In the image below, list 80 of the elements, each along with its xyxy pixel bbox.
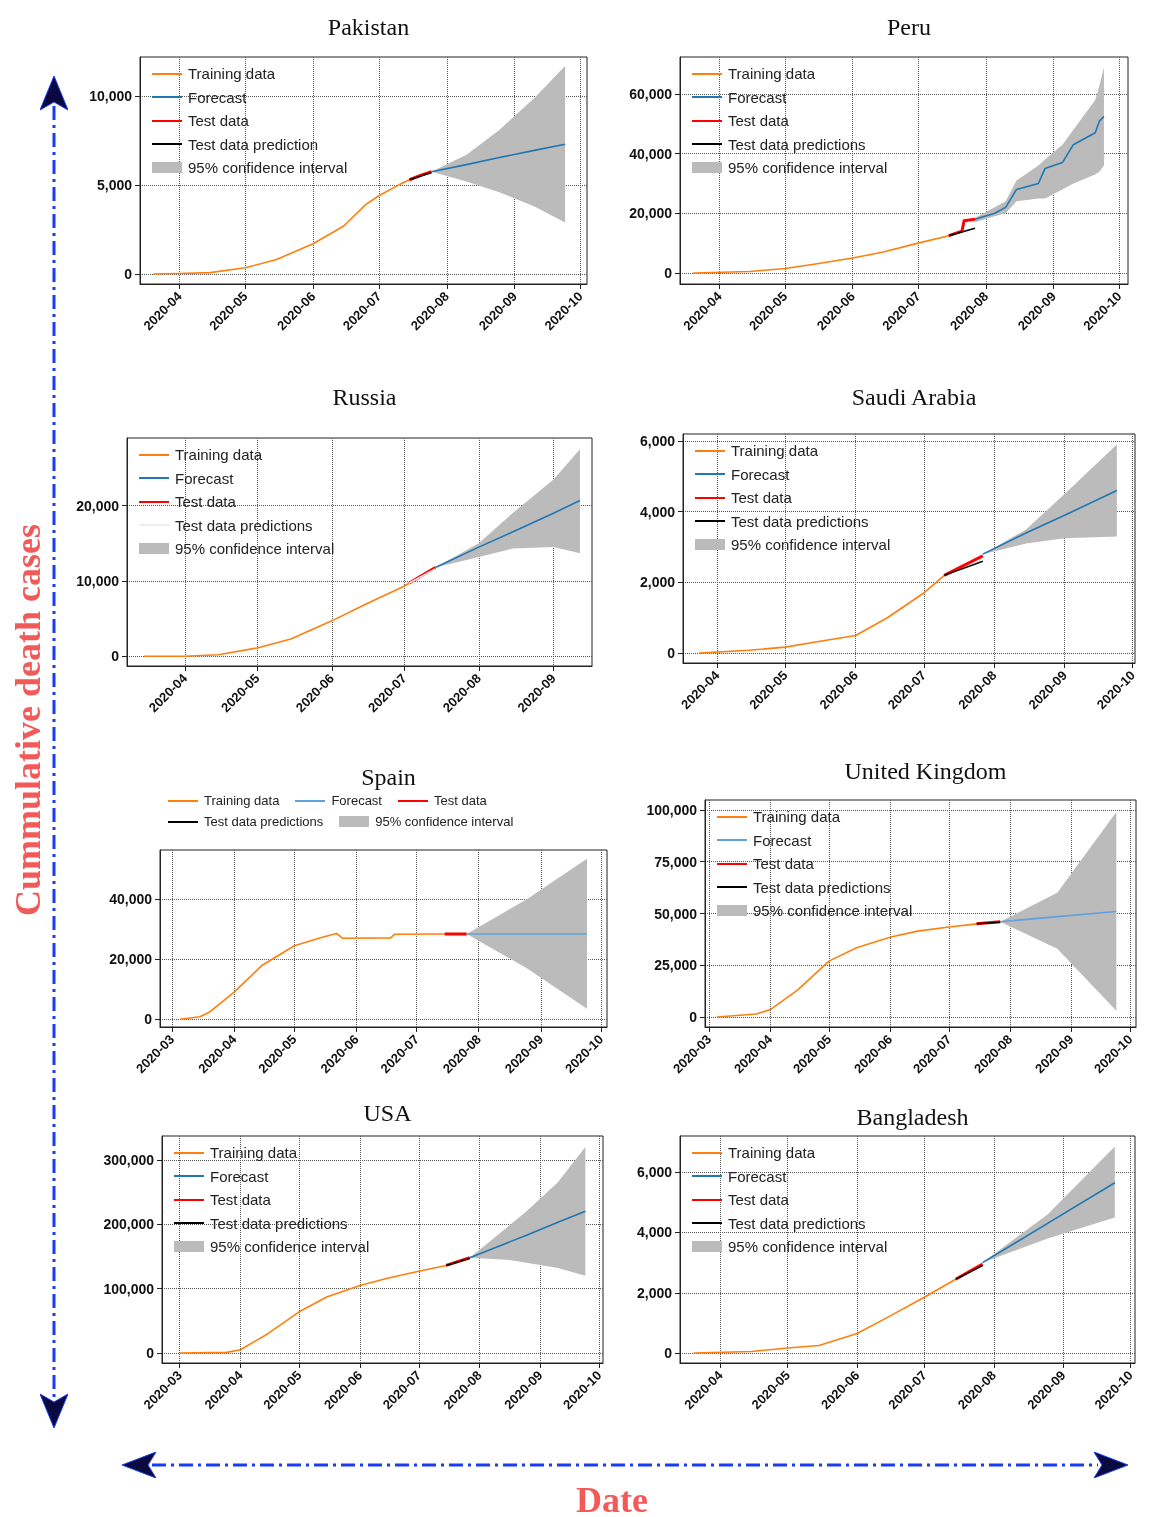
- chart-title: United Kingdom: [844, 758, 1007, 784]
- legend-label: Forecast: [188, 88, 247, 106]
- annotation: 95% confidence interval: [210, 1238, 370, 1255]
- y-tick-label: 10,000: [76, 572, 120, 589]
- y-tick-label: 20,000: [76, 497, 120, 514]
- annotation: 95% confidence interval: [175, 540, 335, 557]
- legend-label: Forecast: [728, 88, 787, 106]
- legend-label: Test data: [188, 112, 249, 129]
- y-tick-label: 0: [664, 264, 673, 281]
- chart-title: Bangladesh: [856, 1104, 969, 1130]
- annotation: 95% confidence interval: [728, 159, 888, 176]
- legend-label: Training data: [728, 65, 815, 82]
- legend-label: Test data predictions: [728, 1214, 866, 1232]
- y-tick-label: 200,000: [103, 1216, 155, 1233]
- y-tick-label: 0: [111, 648, 120, 665]
- y-tick-label: 100,000: [646, 801, 698, 818]
- legend-label: Training data: [753, 808, 840, 825]
- y-tick-label: 50,000: [654, 905, 698, 922]
- chart-title: Russia: [332, 384, 397, 410]
- chart-title: Pakistan: [327, 14, 410, 40]
- y-tick-label: 0: [146, 1345, 155, 1362]
- legend-label: Test data predictions: [731, 512, 869, 530]
- legend-label: Training data: [210, 1144, 297, 1161]
- y-tick-label: 4,000: [639, 503, 676, 520]
- legend-label: Forecast: [731, 465, 790, 483]
- legend-label: Training data: [204, 792, 280, 809]
- y-tick-label: 0: [689, 1009, 698, 1026]
- y-tick-label: 40,000: [629, 145, 673, 162]
- legend-label: Test data: [210, 1191, 271, 1208]
- x-axis-title: Date: [576, 1479, 648, 1517]
- y-tick-label: 2,000: [639, 574, 676, 591]
- y-tick-label: 0: [664, 1345, 673, 1362]
- legend-label: Forecast: [331, 792, 382, 809]
- y-tick-label: 300,000: [103, 1151, 155, 1168]
- y-tick-label: 20,000: [109, 951, 153, 968]
- annotation: 95% confidence interval: [731, 536, 891, 553]
- legend-label: Test data prediction: [188, 135, 319, 153]
- y-tick-label: 40,000: [109, 891, 153, 908]
- legend-label: Training data: [175, 446, 262, 463]
- legend-label: Test data: [731, 489, 792, 506]
- annotation: 95% confidence interval: [753, 902, 913, 919]
- annotation: 95% confidence interval: [188, 159, 348, 176]
- legend-label: Test data predictions: [728, 135, 866, 153]
- legend-label: Forecast: [728, 1167, 787, 1185]
- legend-label: Test data: [728, 112, 789, 129]
- legend-label: Forecast: [210, 1167, 269, 1185]
- legend-label: Test data predictions: [204, 813, 324, 830]
- text: 95% confidence interval: [375, 813, 514, 830]
- legend-label: Forecast: [175, 469, 234, 487]
- y-tick-label: 6,000: [636, 1164, 673, 1181]
- chart-title: Spain: [361, 764, 416, 790]
- legend-label: Test data predictions: [210, 1214, 348, 1232]
- y-tick-label: 2,000: [636, 1284, 673, 1301]
- legend-label: Training data: [731, 442, 818, 459]
- legend-label: Forecast: [753, 831, 812, 849]
- y-tick-label: 100,000: [103, 1280, 155, 1297]
- y-tick-label: 4,000: [636, 1224, 673, 1241]
- legend-label: Test data: [433, 792, 487, 809]
- legend-label: Test data predictions: [175, 516, 313, 534]
- y-tick-label: 60,000: [629, 85, 673, 102]
- y-tick-label: 0: [144, 1011, 153, 1028]
- chart-title: USA: [363, 1100, 413, 1126]
- y-tick-label: 20,000: [629, 205, 673, 222]
- y-tick-label: 0: [124, 266, 133, 283]
- legend-label: Test data: [175, 493, 236, 510]
- y-tick-label: 6,000: [639, 433, 676, 450]
- y-tick-label: 75,000: [654, 853, 698, 870]
- y-tick-label: 25,000: [654, 957, 698, 974]
- chart-title: Peru: [887, 14, 931, 40]
- chart-title: Saudi Arabia: [851, 384, 977, 410]
- legend-label: Training data: [728, 1144, 815, 1161]
- legend-label: Training data: [188, 65, 275, 82]
- y-tick-label: 10,000: [89, 88, 133, 105]
- legend-label: Test data: [728, 1191, 789, 1208]
- y-tick-label: 5,000: [96, 177, 133, 194]
- y-axis-title: Cummulative death cases: [7, 524, 49, 916]
- y-tick-label: 0: [667, 645, 676, 662]
- legend-label: Test data: [753, 855, 814, 872]
- annotation: 95% confidence interval: [728, 1238, 888, 1255]
- legend-label: Test data predictions: [753, 878, 891, 896]
